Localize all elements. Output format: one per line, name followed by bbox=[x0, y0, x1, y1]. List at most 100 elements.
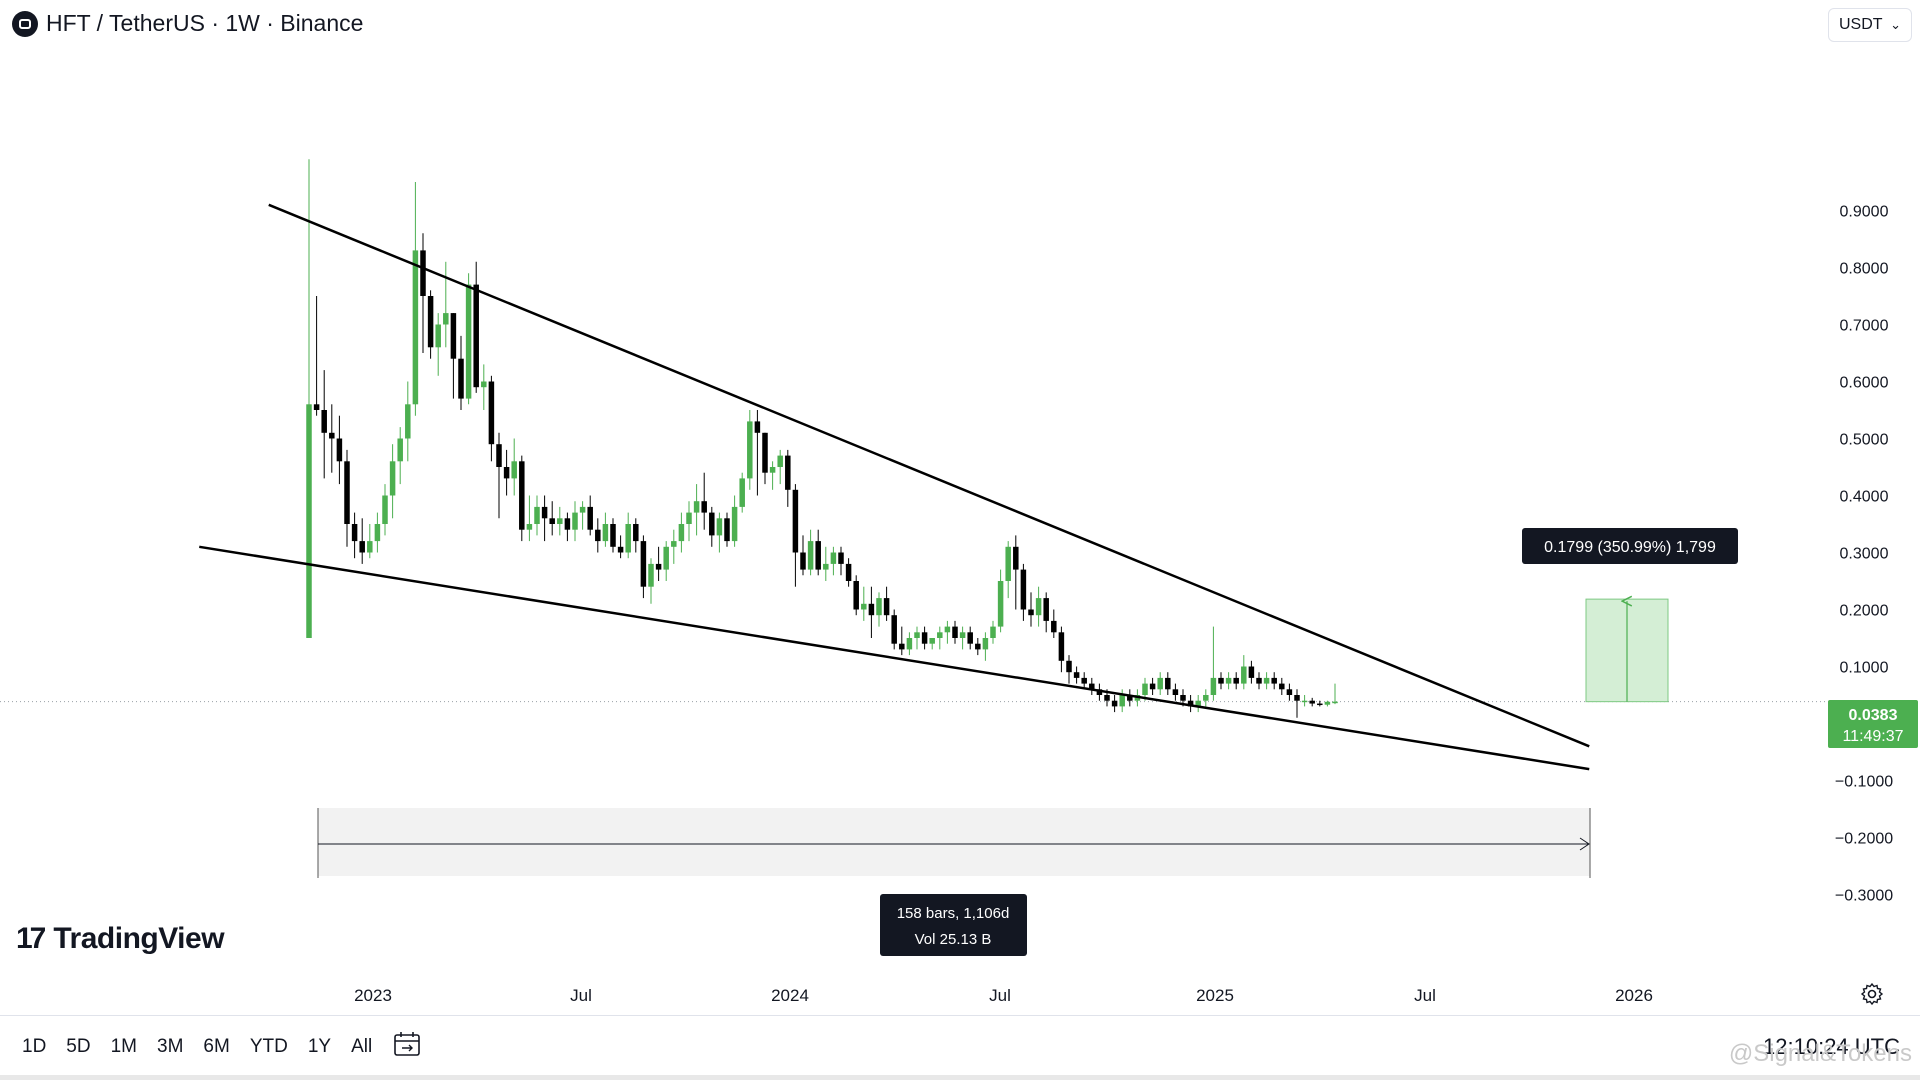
candle-body bbox=[845, 563, 852, 581]
y-tick-label: −0.2000 bbox=[1835, 831, 1893, 848]
candle-body bbox=[382, 495, 388, 524]
candle-body bbox=[1066, 660, 1072, 673]
candle-body bbox=[997, 581, 1004, 627]
candle-body bbox=[321, 410, 327, 433]
symbol-header[interactable]: HFT / TetherUS · 1W · Binance bbox=[12, 10, 363, 37]
candle-body bbox=[450, 313, 457, 359]
candle-body bbox=[686, 512, 692, 524]
candles bbox=[306, 159, 1338, 718]
candle-body bbox=[1256, 677, 1262, 684]
candle-body bbox=[1286, 689, 1293, 695]
candle-body bbox=[420, 250, 426, 296]
bar-countdown: 11:49:37 bbox=[1842, 728, 1903, 745]
bars-range-label: 158 bars, 1,106d Vol 25.13 B bbox=[880, 894, 1027, 956]
candle-body bbox=[876, 598, 882, 616]
last-price-value: 0.0383 bbox=[1849, 707, 1898, 724]
candle-body bbox=[610, 524, 616, 547]
upper-resistance-trendline[interactable] bbox=[268, 203, 1590, 748]
candle-body bbox=[1317, 703, 1323, 706]
candle-body bbox=[990, 626, 996, 638]
candle-body bbox=[511, 461, 517, 479]
candle-body bbox=[1058, 632, 1065, 661]
candle-body bbox=[1142, 683, 1148, 695]
candle-body bbox=[549, 518, 555, 524]
x-tick-label: 2026 bbox=[1615, 986, 1653, 1005]
price-range-label-text: 0.1799 (350.99%) 1,799 bbox=[1544, 539, 1716, 556]
candle-body bbox=[572, 512, 578, 530]
range-button-all[interactable]: All bbox=[351, 1036, 373, 1057]
candle-body bbox=[1172, 689, 1179, 695]
range-button-1y[interactable]: 1Y bbox=[307, 1036, 332, 1057]
candle-body bbox=[640, 541, 647, 587]
trendlines bbox=[199, 203, 1590, 771]
candle-body bbox=[1180, 695, 1186, 701]
candle-body bbox=[519, 461, 525, 530]
candle-body bbox=[313, 404, 320, 410]
range-button-3m[interactable]: 3M bbox=[157, 1036, 184, 1057]
candle-body bbox=[1043, 598, 1049, 621]
y-tick-label: 0.6000 bbox=[1840, 375, 1889, 392]
candle-body bbox=[663, 546, 669, 570]
tradingview-logo[interactable]: 17 TradingView bbox=[16, 922, 225, 956]
bottom-toolbar: 1D 5D 1M 3M 6M YTD 1Y All 12:10:24 UTC bbox=[0, 1015, 1920, 1081]
symbol-title: HFT / TetherUS · 1W · Binance bbox=[46, 10, 364, 36]
range-button-5d[interactable]: 5D bbox=[66, 1036, 91, 1057]
candle-body bbox=[1203, 695, 1209, 701]
candle-body bbox=[587, 506, 593, 530]
lower-support-trendline[interactable] bbox=[199, 545, 1590, 771]
y-tick-label: 0.9000 bbox=[1840, 204, 1889, 221]
candle-body bbox=[1104, 695, 1110, 701]
candle-body bbox=[617, 546, 624, 553]
candle-body bbox=[359, 541, 365, 553]
candle-body bbox=[526, 524, 533, 530]
utc-clock[interactable]: 12:10:24 UTC bbox=[1763, 1034, 1900, 1059]
candle-body bbox=[906, 638, 913, 650]
watermark-text: @Signal&Tokens bbox=[1728, 1040, 1912, 1067]
y-tick-label: 0.1000 bbox=[1840, 660, 1889, 677]
candle-body bbox=[747, 421, 753, 479]
candle-body bbox=[1332, 701, 1338, 704]
hft-logo-icon bbox=[12, 10, 38, 37]
candle-body bbox=[336, 438, 343, 462]
currency-value: USDT bbox=[1839, 16, 1883, 33]
gear-icon[interactable] bbox=[1860, 982, 1884, 1006]
candle-body bbox=[1157, 677, 1163, 690]
range-button-1d[interactable]: 1D bbox=[22, 1036, 47, 1057]
candle-body bbox=[701, 501, 707, 513]
candle-body bbox=[1165, 677, 1171, 690]
candle-body bbox=[488, 381, 495, 445]
y-tick-label: −0.3000 bbox=[1835, 888, 1893, 905]
range-button-ytd[interactable]: YTD bbox=[249, 1036, 288, 1057]
candle-body bbox=[427, 296, 434, 348]
candle-body bbox=[671, 541, 677, 547]
candle-body bbox=[1096, 689, 1103, 695]
candle-body bbox=[716, 518, 723, 536]
candle-body bbox=[731, 506, 738, 542]
y-axis: 0.9000 0.8000 0.7000 0.6000 0.5000 0.4000 0.30… bbox=[1835, 204, 1893, 905]
candle-body bbox=[443, 313, 449, 325]
candle-body bbox=[1279, 683, 1285, 690]
candle-body bbox=[785, 455, 791, 490]
bottom-edge bbox=[0, 1075, 1920, 1080]
y-tick-label: 0.5000 bbox=[1840, 432, 1889, 449]
price-chart[interactable]: 0.9000 0.8000 0.7000 0.6000 0.5000 0.4000 0.30… bbox=[0, 0, 1920, 1015]
candle-body bbox=[944, 626, 951, 633]
range-button-6m[interactable]: 6M bbox=[203, 1036, 230, 1057]
candle-body bbox=[1005, 546, 1011, 581]
candle-body bbox=[306, 404, 312, 638]
calendar-goto-icon[interactable] bbox=[392, 1030, 422, 1058]
candle-body bbox=[435, 324, 441, 348]
candle-body bbox=[754, 421, 761, 433]
candle-body bbox=[899, 643, 905, 650]
currency-select[interactable]: USDT ⌄ bbox=[1828, 8, 1912, 42]
candle-body bbox=[503, 467, 510, 479]
last-price-tag-bg bbox=[1828, 700, 1918, 748]
candle-body bbox=[959, 632, 966, 638]
x-tick-label: 2024 bbox=[771, 986, 809, 1005]
candle-body bbox=[807, 541, 814, 570]
candle-body bbox=[693, 501, 700, 513]
tradingview-mark-icon: 17 bbox=[16, 922, 46, 955]
candle-body bbox=[1187, 700, 1194, 707]
range-button-1m[interactable]: 1M bbox=[110, 1036, 137, 1057]
candle-body bbox=[579, 506, 586, 513]
